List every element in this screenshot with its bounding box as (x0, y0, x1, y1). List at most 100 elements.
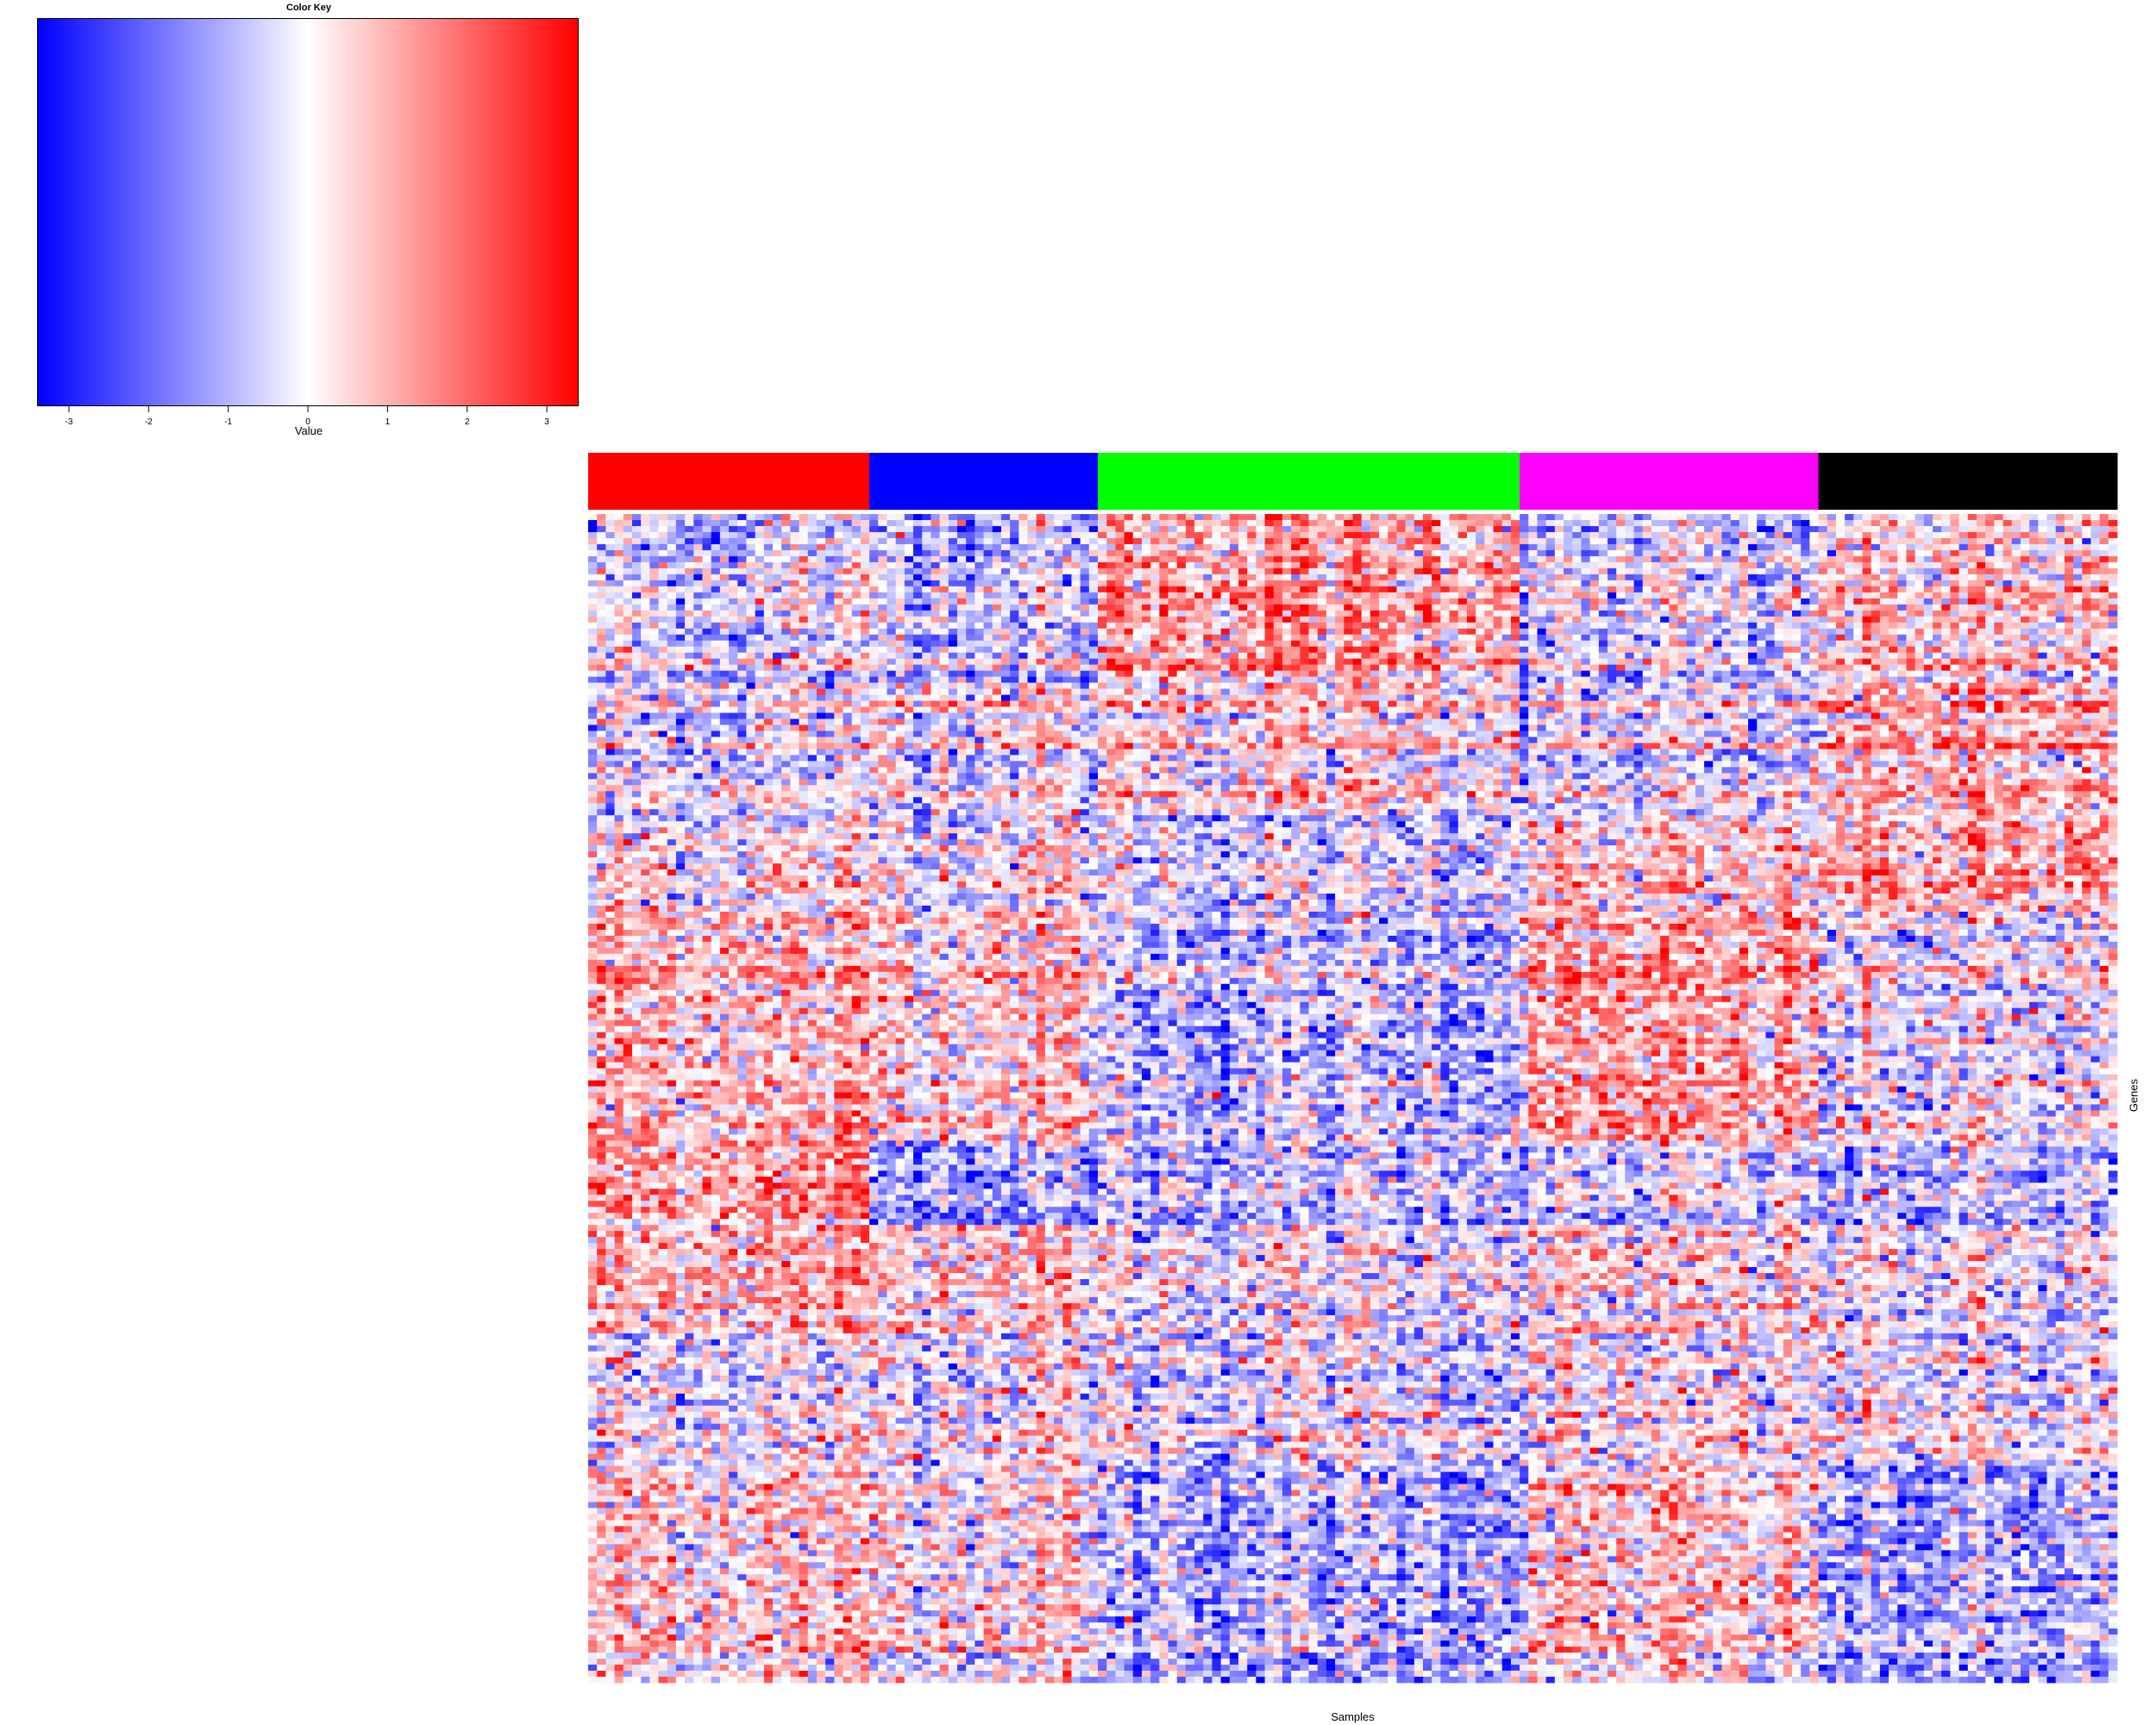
heatmap-cell (1730, 598, 1740, 605)
heatmap-cell (1959, 676, 1969, 683)
heatmap-cell (1660, 616, 1670, 624)
heatmap-cell (2099, 610, 2109, 618)
heatmap-cell (1229, 580, 1239, 587)
heatmap-cell (878, 568, 887, 575)
heatmap-cell (1976, 525, 1986, 533)
heatmap-cell (1853, 622, 1863, 630)
heatmap-cell (1115, 555, 1125, 563)
heatmap-cell (1044, 598, 1055, 605)
heatmap-cell (1616, 628, 1626, 636)
heatmap-cell (631, 537, 642, 545)
heatmap-cell (904, 676, 914, 683)
heatmap-cell (1695, 622, 1705, 630)
heatmap-cell (746, 616, 756, 624)
heatmap-cell (1835, 592, 1846, 599)
heatmap-cell (1194, 634, 1204, 642)
heatmap-cell (878, 658, 887, 666)
heatmap-cell (1335, 514, 1344, 521)
heatmap-cell (737, 646, 747, 654)
heatmap-cell (2002, 598, 2013, 605)
heatmap-cell (860, 610, 870, 618)
heatmap-cell (772, 598, 782, 605)
heatmap-cell (1484, 622, 1494, 630)
heatmap-cell (1449, 610, 1459, 618)
heatmap-cell (1959, 670, 1969, 677)
heatmap-cell (1608, 561, 1617, 569)
heatmap-cell (675, 519, 686, 527)
heatmap-cell (1651, 519, 1661, 527)
heatmap-cell (755, 640, 765, 648)
heatmap-cell (1669, 514, 1678, 521)
heatmap-cell (1651, 658, 1661, 666)
heatmap-cell (1669, 616, 1678, 624)
heatmap-cell (1185, 592, 1195, 599)
heatmap-cell (1388, 622, 1397, 630)
heatmap-cell (895, 525, 906, 533)
heatmap-cell (1976, 543, 1986, 551)
heatmap-cell (1352, 604, 1363, 612)
heatmap-cell (1369, 586, 1380, 593)
heatmap-cell (1923, 634, 1934, 642)
heatmap-cell (1000, 574, 1011, 581)
heatmap-cell (948, 525, 958, 533)
heatmap-cell (2090, 628, 2101, 636)
heatmap-cell (2029, 610, 2039, 618)
heatmap-cell (1027, 664, 1037, 671)
heatmap-cell (685, 586, 694, 593)
heatmap-cell (913, 598, 923, 605)
heatmap-cell (1106, 658, 1116, 666)
heatmap-cell (948, 670, 958, 677)
heatmap-cell (1264, 568, 1275, 575)
heatmap-cell (1220, 568, 1231, 575)
heatmap-cell (1194, 682, 1204, 689)
heatmap-cell (1765, 640, 1776, 648)
heatmap-cell (1000, 519, 1011, 527)
heatmap-cell (1774, 568, 1784, 575)
heatmap-cell (1791, 646, 1802, 654)
heatmap-cell (1273, 537, 1283, 545)
heatmap-cell (843, 652, 853, 660)
heatmap-cell (1959, 543, 1969, 551)
heatmap-cell (1036, 555, 1046, 563)
heatmap-cell (1212, 568, 1222, 575)
heatmap-cell (1361, 598, 1371, 605)
heatmap-cell (895, 628, 906, 636)
heatmap-cell (1704, 622, 1714, 630)
heatmap-cell (614, 561, 624, 569)
heatmap-cell (1871, 561, 1881, 569)
heatmap-cell (763, 622, 774, 630)
heatmap-cell (975, 537, 984, 545)
heatmap-cell (1080, 658, 1090, 666)
heatmap-cell (1440, 592, 1450, 599)
heatmap-cell (1106, 610, 1116, 618)
heatmap-cell (711, 664, 721, 671)
heatmap-cell (1933, 640, 1942, 648)
heatmap-cell (1589, 622, 1600, 630)
heatmap-cell (878, 640, 887, 648)
heatmap-cell (614, 586, 624, 593)
heatmap-cell (2029, 664, 2039, 671)
heatmap-cell (1537, 537, 1547, 545)
heatmap-cell (1545, 531, 1556, 539)
heatmap-cell (1633, 525, 1644, 533)
heatmap-cell (1379, 555, 1388, 563)
heatmap-cell (904, 592, 914, 599)
heatmap-cell (1080, 610, 1090, 618)
heatmap-cell (1440, 604, 1450, 612)
heatmap-cell (2064, 519, 2074, 527)
heatmap-cell (1765, 586, 1776, 593)
heatmap-cell (1335, 555, 1344, 563)
heatmap-cell (1457, 598, 1468, 605)
heatmap-cell (649, 537, 659, 545)
heatmap-cell (1704, 586, 1714, 593)
heatmap-cell (1721, 531, 1732, 539)
heatmap-cell (922, 549, 931, 557)
heatmap-cell (992, 592, 1002, 599)
heatmap-cell (1976, 598, 1986, 605)
heatmap-cell (1906, 658, 1916, 666)
heatmap-cell (1423, 514, 1432, 521)
heatmap-cell (755, 592, 765, 599)
heatmap-cell (702, 670, 712, 677)
heatmap-cell (1062, 568, 1072, 575)
heatmap-cell (1308, 568, 1319, 575)
